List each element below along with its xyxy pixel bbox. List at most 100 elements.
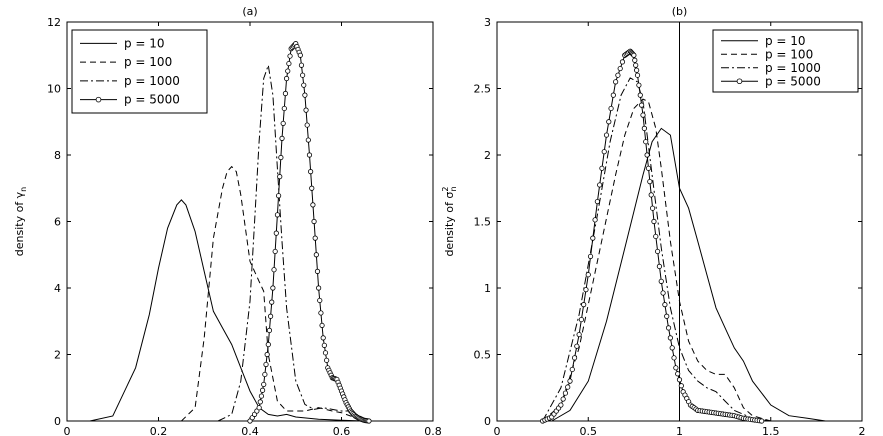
panel-b-series-marker: [617, 65, 623, 72]
panel-b-y-tick-label: 1.5: [474, 216, 492, 229]
panel-a-series-marker: [319, 322, 325, 329]
panel-b-series-marker: [664, 313, 670, 319]
panel-a-series-marker: [271, 267, 277, 273]
panel-a-series-marker: [366, 418, 372, 424]
panel-b-series-marker: [619, 59, 626, 65]
panel-a-series-marker: [285, 68, 291, 74]
panel-a-series-marker: [274, 212, 281, 218]
panel-b-series-marker: [634, 72, 641, 78]
panel-a-legend-label: p = 10: [124, 36, 165, 50]
panel-a-series-line: [181, 165, 370, 422]
panel-a-x-tick-label: 0.8: [424, 425, 442, 436]
panel-a-y-axis-label: density of γn: [13, 187, 28, 257]
panel-a-legend-label: p = 100: [124, 55, 172, 69]
panel-b-x-tick-label: 2: [859, 425, 866, 436]
panel-b-y-tick-label: 0: [484, 415, 491, 428]
panel-b-series-marker: [653, 233, 659, 240]
panel-b-series-marker: [592, 217, 598, 223]
panel-b: (b) density of σ2n 0 0.5 1 1.5 200.511.522.5…: [441, 5, 866, 436]
panel-a-series-marker: [267, 313, 274, 319]
panel-a-y-axis-label-subscript: n: [19, 187, 28, 192]
panel-a-series-marker: [298, 62, 305, 68]
panel-b-series-marker: [576, 331, 582, 338]
panel-b-series-marker: [662, 302, 668, 308]
panel-b-y-axis-label-superscript: 2: [441, 187, 450, 192]
panel-a-series-marker: [302, 92, 308, 98]
panel-b-series-marker: [644, 152, 650, 158]
panel-b-y-tick-label: 2.5: [474, 83, 492, 96]
panel-b-y-tick-label: 2: [484, 149, 491, 162]
panel-b-y-tick-label: 3: [484, 16, 491, 29]
panel-b-series-marker: [599, 165, 605, 171]
panel-b-series-marker: [601, 149, 607, 155]
panel-b-series-marker: [667, 335, 673, 341]
panel-b-legend-label: p = 10: [765, 34, 806, 48]
panel-a-series-line: [217, 65, 370, 422]
panel-b-series-marker: [608, 105, 614, 112]
panel-a-series-marker: [305, 137, 311, 143]
panel-b-series-marker: [665, 325, 672, 331]
panel-b-series-marker: [610, 92, 616, 98]
panel-b-series-marker: [613, 79, 619, 85]
panel-a-series-marker: [321, 342, 327, 348]
panel-a-series-marker: [270, 285, 276, 291]
panel-a-title: (a): [242, 5, 257, 18]
panel-b-series-line: [542, 98, 771, 422]
panel-b-x-tick-label: 0: [494, 425, 501, 436]
panel-a-series-marker: [324, 357, 330, 363]
panel-a-series-marker: [287, 53, 293, 59]
panel-a-series-line: [89, 199, 365, 422]
panel-b-legend-label: p = 1000: [765, 61, 821, 75]
panel-b-series-marker: [759, 418, 765, 424]
panel-a-series-marker: [258, 393, 265, 399]
panel-b-legend-label: p = 100: [765, 47, 813, 61]
panel-b-series-marker: [660, 290, 666, 296]
panel-a-series-marker: [313, 252, 319, 258]
panel-a-series-marker: [303, 107, 309, 113]
panel-a-series-marker: [320, 335, 326, 341]
panel-a-y-tick-label: 6: [54, 216, 61, 229]
panel-b-series-marker: [643, 139, 649, 145]
panel-b-series-marker: [658, 278, 664, 284]
panel-a-x-tick-label: 0.6: [333, 425, 351, 436]
panel-a-series-marker: [272, 248, 278, 255]
panel-a-series-marker: [278, 154, 284, 161]
panel-a-series-marker: [269, 299, 275, 305]
panel-a-series-marker: [286, 60, 292, 67]
panel-b-x-tick-label: 1: [676, 425, 683, 436]
panel-a-series-marker: [297, 52, 303, 58]
panel-b-series-marker: [656, 263, 663, 269]
panel-b-series-marker: [678, 383, 684, 389]
panel-a-x-tick-label: 0: [64, 425, 71, 436]
panel-a-series-marker: [309, 185, 315, 191]
panel-a-series-marker: [304, 122, 310, 128]
panel-b-series-marker: [634, 67, 640, 73]
panel-b-series-marker: [641, 125, 647, 131]
panel-a-series-marker: [282, 90, 289, 97]
panel-a-legend: p = 10 p = 100 p = 1000 p = 5000: [71, 29, 208, 114]
panel-b-y-axis-label-subscript: n: [449, 186, 458, 191]
panel-b-x-tick-label: 1.5: [762, 425, 780, 436]
panel-a-series-marker: [318, 310, 324, 316]
panel-a-legend-marker: [95, 96, 102, 103]
panel-b-series-marker: [574, 343, 580, 349]
panel-a-series-marker: [266, 327, 273, 333]
panel-b-y-tick-label: 1: [484, 282, 491, 295]
panel-b-series-marker: [583, 287, 589, 293]
panel-b-series-marker: [560, 396, 566, 402]
panel-b-series-marker: [669, 345, 675, 351]
panel-b-series-marker: [648, 192, 654, 198]
panel-a-series-marker: [261, 381, 267, 388]
panel-b-series-marker: [651, 218, 657, 225]
panel-b-legend-label: p = 5000: [765, 74, 821, 88]
panel-a-series-marker: [311, 218, 317, 225]
panel-a: (a) density of γn 0 0.2 0.4 0.6 0.8 0 2 4 6 8 10 12…: [13, 5, 442, 436]
panel-b-series-marker: [567, 378, 573, 384]
panel-b-series-marker: [587, 253, 594, 260]
panel-b-series-marker: [571, 355, 578, 361]
panel-a-y-tick-label: 10: [47, 83, 61, 96]
panel-b-series-marker: [585, 272, 591, 278]
panel-b-series-marker: [632, 57, 638, 63]
panel-a-series-marker: [273, 230, 279, 236]
panel-a-y-tick-label: 8: [54, 149, 61, 162]
